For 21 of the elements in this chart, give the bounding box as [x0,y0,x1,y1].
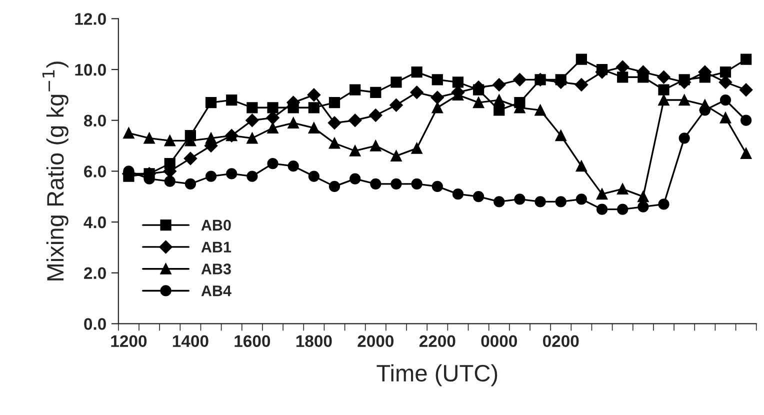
y-tick-label: 12.0 [75,13,106,25]
legend-label: AB0 [201,220,231,231]
x-tick-label: 1400 [172,335,208,348]
y-tick-label: 10.0 [75,64,106,76]
x-tick-label: 2200 [419,335,456,348]
y-tick-label: 8.0 [84,114,106,127]
y-tick-label: 2.0 [84,267,106,280]
x-tick-label: 1800 [296,335,332,348]
legend-label: AB3 [201,264,231,274]
y-tick-label: 4.0 [84,216,106,228]
x-tick-label: 2000 [358,335,394,348]
x-axis-title: Time (UTC) [376,364,498,386]
y-axis-title: Mixing Ratio (g kg$^{−1}$) [42,62,68,280]
y-tick-label: 0.0 [84,318,106,330]
legend-label: AB1 [201,242,232,252]
x-tick-label: 1600 [234,335,270,348]
legend-label: AB4 [201,286,232,296]
x-tick-label: 0000 [481,335,517,348]
x-tick-label: 1200 [111,335,147,348]
x-tick-label: 0200 [542,335,579,348]
y-tick-label: 6.0 [84,166,106,178]
